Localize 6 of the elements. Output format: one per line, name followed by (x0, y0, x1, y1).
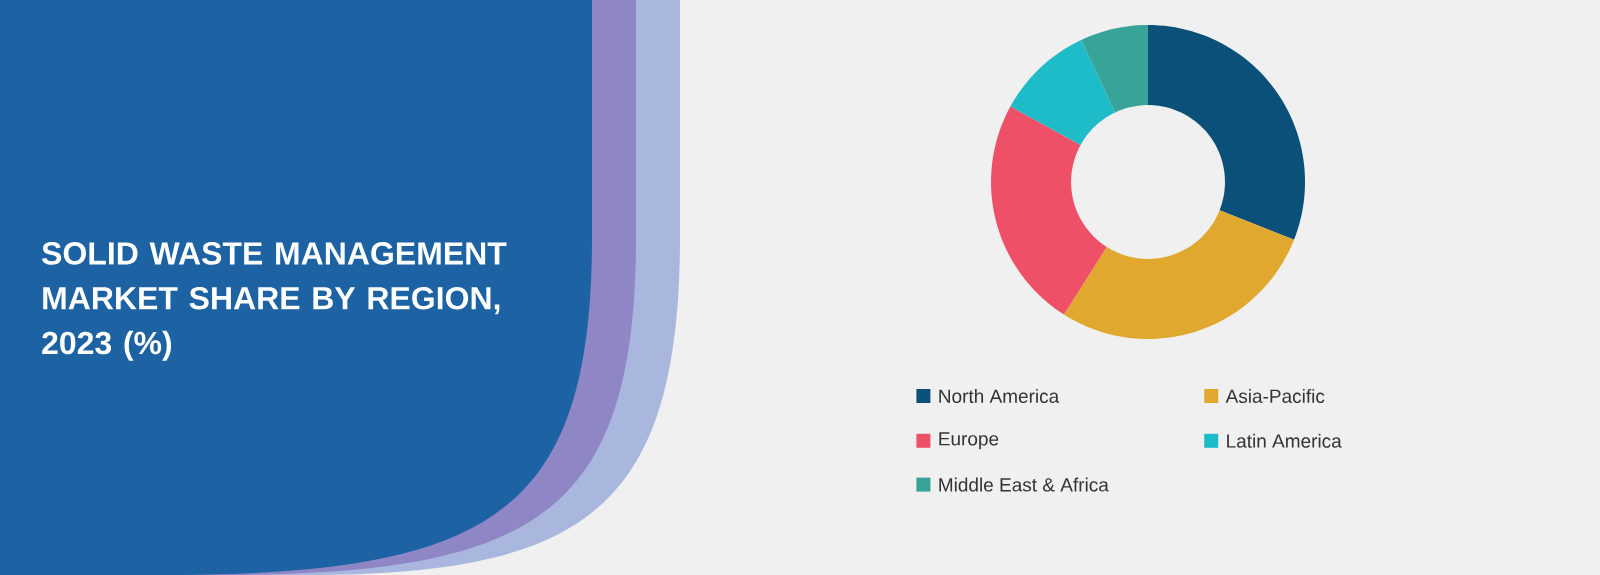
text: SOLID WASTE MANAGEMENT MARKET SHARE BY REGION, 2023 (%) (41, 242, 507, 361)
legend-label: Middle East & Africa (939, 477, 1109, 492)
legend-label: Europe (939, 432, 999, 450)
legend-label: Asia-Pacific (1225, 389, 1325, 403)
legend-label: North America (939, 389, 1060, 403)
legend-label: Latin America (1227, 433, 1342, 448)
